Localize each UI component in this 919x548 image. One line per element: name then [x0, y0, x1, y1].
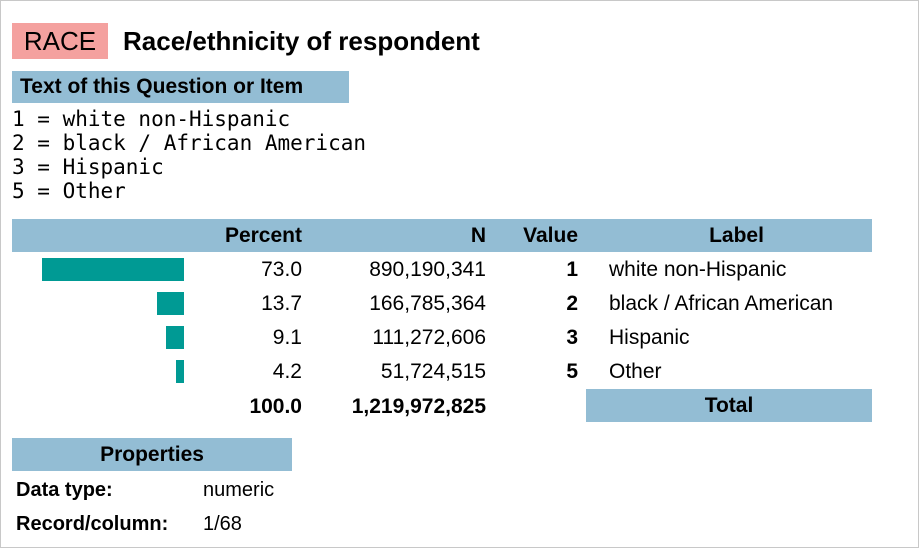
variable-description: Race/ethnicity of respondent [123, 26, 480, 56]
property-value: 1/68 [203, 513, 242, 535]
row-percent: 13.7 [261, 292, 302, 315]
row-count: 166,785,364 [369, 292, 486, 315]
row-count: 51,724,515 [380, 360, 486, 383]
column-header-label: Label [709, 224, 764, 247]
properties-header: Properties [12, 438, 292, 471]
row-percent: 4.2 [272, 360, 302, 383]
row-label: white non-Hispanic [609, 258, 787, 281]
column-header-n: N [470, 224, 486, 247]
total-label: Total [586, 389, 872, 422]
property-value: numeric [203, 479, 275, 501]
question-line: 3 = Hispanic [12, 155, 164, 179]
question-line: 2 = black / African American [12, 131, 367, 155]
row-count: 111,272,606 [372, 326, 486, 349]
row-label: black / African American [609, 292, 834, 315]
total-count: 1,219,972,825 [351, 395, 486, 418]
row-value: 3 [566, 326, 578, 349]
frequency-table-header-bar [12, 219, 872, 252]
row-value: 2 [566, 292, 578, 315]
row-value: 1 [566, 258, 578, 281]
question-line: 5 = Other [12, 179, 126, 203]
property-key: Record/column: [16, 513, 169, 535]
frequency-bar [157, 292, 184, 315]
row-percent: 73.0 [261, 258, 302, 281]
property-key: Data type: [16, 479, 113, 501]
question-text-body: 1 = white non-Hispanic 2 = black / Africa… [12, 107, 366, 203]
question-text-header: Text of this Question or Item [12, 71, 349, 103]
row-label: Hispanic [609, 326, 690, 349]
total-percent: 100.0 [249, 395, 302, 418]
row-value: 5 [566, 360, 578, 383]
column-header-value: Value [523, 224, 578, 247]
frequency-bar [176, 360, 184, 383]
variable-name-badge: RACE [12, 23, 108, 59]
column-header-percent: Percent [224, 224, 302, 247]
question-line: 1 = white non-Hispanic [12, 107, 291, 131]
frequency-bar [42, 258, 184, 281]
frequency-bar [166, 326, 184, 349]
row-count: 890,190,341 [369, 258, 486, 281]
row-percent: 9.1 [272, 326, 302, 349]
row-label: Other [609, 360, 662, 383]
